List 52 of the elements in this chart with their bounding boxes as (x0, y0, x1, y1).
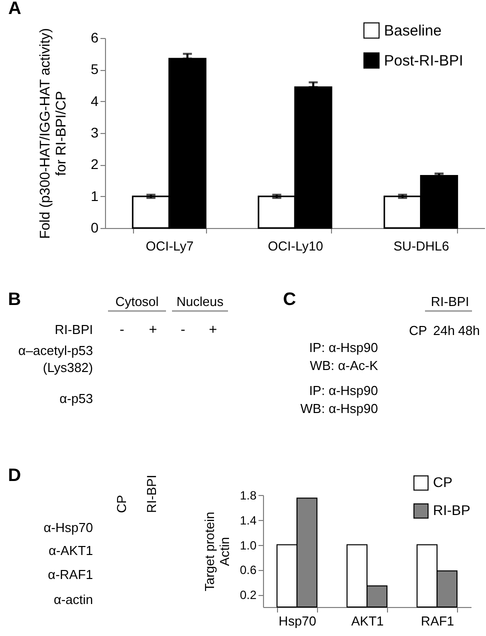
text: - (180, 321, 186, 337)
y-tick-label: 1.0 (240, 538, 257, 552)
text: CP (408, 323, 428, 338)
text: RI-BPI (144, 474, 159, 513)
legend-label: RI-BP (433, 502, 470, 518)
text: α-AKT1 (48, 543, 93, 558)
y-tick-label: 0.6 (240, 563, 257, 578)
x-tick-label: SU-DHL6 (394, 238, 450, 254)
text: α-actin (54, 592, 93, 607)
legend-label: Post-RI-BPI (384, 52, 464, 70)
text: + (208, 321, 218, 337)
x-tick-label: RAF1 (420, 614, 454, 628)
text: IP: α-Hsp90 (309, 340, 378, 355)
y-tick-label: 2 (90, 156, 99, 172)
text: CP (114, 494, 129, 513)
y-tick-label: 6 (90, 30, 99, 46)
y-tick-label: 3 (90, 124, 99, 140)
text: B (8, 289, 21, 309)
y-tick-label: 4 (90, 92, 99, 109)
text: D (8, 465, 21, 485)
y-tick-label: 1 (90, 188, 99, 204)
text: + (148, 321, 158, 337)
text: α-p53 (59, 391, 93, 406)
y-tick-label: 0.2 (240, 588, 257, 602)
text: IP: α-Hsp90 (309, 383, 378, 398)
text: WB: α-Ac-K (310, 358, 378, 373)
text: WB: α-Hsp90 (300, 401, 378, 416)
legend-label: CP (433, 474, 452, 490)
text: C (283, 289, 296, 309)
text: 48h (458, 323, 480, 338)
x-tick-label: OCI-Ly7 (146, 238, 194, 254)
text: - (120, 321, 125, 337)
y-axis-title: Target protein Actin (202, 512, 232, 592)
y-tick-label: 1.4 (240, 513, 257, 528)
text: α-RAF1 (48, 567, 93, 582)
legend-label: Baseline (384, 22, 442, 40)
y-tick-label: 5 (90, 61, 99, 78)
x-tick-label: OCI-Ly10 (268, 238, 324, 254)
y-tick-label: 1.8 (240, 488, 257, 502)
x-tick-label: AKT1 (351, 614, 384, 628)
text: (Lys382) (42, 360, 93, 375)
text: Nucleus (176, 294, 224, 309)
text: α-Hsp70 (44, 520, 93, 535)
y-axis-title: Fold (p300-HAT/IGG-HAT activity) for RI-BPI/CP (36, 28, 69, 239)
text: RI-BPI (54, 322, 93, 337)
y-tick-label: 0 (90, 220, 99, 236)
text: RI-BPI (430, 294, 470, 309)
text: Cytosol (115, 294, 159, 309)
chart-title: A (8, 0, 22, 18)
text: 24h (433, 323, 455, 338)
x-tick-label: Hsp70 (278, 614, 316, 628)
text: α–acetyl-p53 (18, 343, 93, 358)
